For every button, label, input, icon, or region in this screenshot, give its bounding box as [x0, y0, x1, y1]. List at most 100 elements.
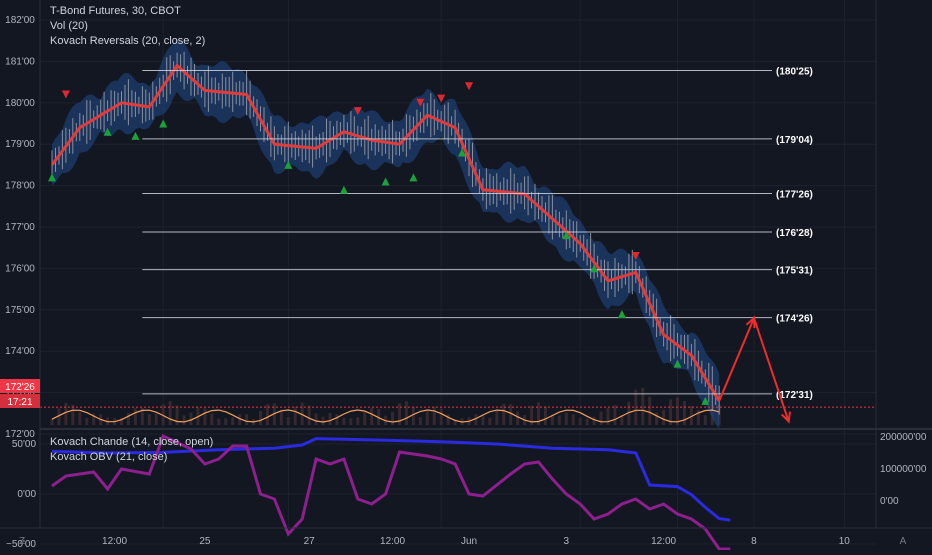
volume-bar: [259, 410, 262, 425]
price-tick-label: 178'00: [5, 181, 35, 192]
volume-bar: [286, 417, 290, 425]
volume-bar: [682, 401, 686, 425]
volume-bar: [495, 409, 499, 425]
bearish-reversal-marker: [416, 98, 425, 107]
volume-bar: [321, 416, 325, 425]
kovach-reversals-legend[interactable]: Kovach Reversals (20, close, 2): [50, 35, 206, 47]
volume-bar: [662, 409, 666, 425]
volume-bar: [92, 413, 96, 425]
volume-bars: [50, 387, 721, 425]
last-price-label: 172'26: [5, 382, 35, 393]
volume-bar: [488, 417, 492, 425]
bullish-reversal-marker: [131, 131, 140, 140]
bullish-reversal-marker: [48, 173, 56, 182]
volume-bar: [293, 406, 297, 425]
bullish-reversal-marker: [381, 177, 390, 186]
bearish-reversal-marker: [631, 251, 640, 260]
volume-bar: [439, 408, 443, 425]
price-tick-label: 182'00: [5, 15, 35, 26]
bullish-reversal-marker: [458, 148, 467, 157]
price-moving-average-line: [50, 63, 721, 402]
projection-arrowheads: [745, 315, 791, 424]
indicator-legend: Kovach Chande (14, close, open) Kovach O…: [50, 435, 213, 465]
volume-bar: [599, 411, 603, 425]
symbol-title[interactable]: T-Bond Futures, 30, CBOT: [50, 5, 181, 17]
volume-bar: [245, 414, 249, 425]
price-tick-label: 181'00: [5, 56, 35, 67]
volume-bar: [328, 412, 332, 425]
volume-bar: [133, 408, 137, 425]
price-tick-label: 180'00: [5, 98, 35, 109]
level-label: (177'26): [776, 189, 813, 200]
volume-bar: [543, 406, 547, 425]
volume-bar: [627, 401, 631, 425]
volume-bar: [307, 405, 311, 425]
indicator-left-tick: 50'00: [12, 439, 37, 450]
reversal-markers: [48, 82, 710, 405]
time-tick-label: Jun: [461, 536, 477, 547]
horizontal-levels: (180'25) (179'04) (177'26) (176'28) (175'31)…: [142, 67, 813, 401]
time-axis[interactable]: 12:00 25 27 12:00 Jun 3 12:00 8 10: [102, 536, 850, 547]
projection-arrowhead: [745, 315, 756, 329]
volume-bar: [224, 418, 228, 425]
volume-bar: [564, 412, 568, 425]
last-price-badge: 172'26 17:21: [0, 379, 40, 408]
bullish-reversal-marker: [103, 127, 112, 136]
volume-legend[interactable]: Vol (20): [50, 20, 88, 32]
volume-bar: [641, 387, 645, 425]
volume-bar: [238, 414, 242, 425]
indicator-right-tick: 200000'00: [880, 432, 927, 443]
volume-bar: [676, 397, 679, 425]
indicator-right-axis: 200000'00 100000'00 0'00: [880, 432, 927, 507]
time-tick-label: 27: [304, 536, 316, 547]
volume-bar: [231, 417, 235, 425]
price-tick-label: 179'00: [5, 139, 35, 150]
volume-bar: [418, 417, 422, 425]
volume-bar: [140, 407, 144, 425]
volume-bar: [703, 415, 707, 425]
volume-bar: [557, 415, 561, 425]
volume-bar: [689, 405, 693, 425]
last-price-bg: [0, 379, 40, 393]
kovach-obv-legend[interactable]: Kovach OBV (21, close): [50, 451, 168, 463]
time-tick-label: 12:00: [102, 536, 127, 547]
price-tick-label: 172'00: [5, 429, 35, 440]
projection-arrowhead: [780, 411, 791, 424]
level-label: (172'31): [776, 390, 813, 401]
price-tick-label: 177'00: [5, 222, 35, 233]
level-label: (175'31): [776, 266, 813, 277]
kovach-obv-line: [51, 437, 731, 522]
volume-bar: [537, 402, 540, 425]
volume-bar: [189, 412, 193, 425]
volume-bar: [161, 404, 165, 425]
volume-bar: [578, 417, 582, 425]
price-tick-label: 173'00: [5, 388, 35, 399]
volume-bar: [509, 404, 513, 425]
volume-bar: [620, 415, 624, 425]
kovach-chande-legend[interactable]: Kovach Chande (14, close, open): [50, 436, 214, 448]
bullish-reversal-marker: [284, 160, 293, 169]
time-tick-label: 10: [839, 536, 851, 547]
indicator-left-tick: −50'00: [6, 539, 36, 550]
volume-bar: [71, 404, 75, 425]
price-axis-panel[interactable]: [0, 0, 40, 550]
price-tick-label: 174'00: [5, 346, 35, 357]
volume-bar: [50, 419, 54, 425]
volume-bar: [425, 411, 429, 425]
volume-bar: [120, 417, 123, 425]
volume-bar: [530, 405, 534, 425]
volume-bar: [126, 412, 130, 425]
volume-bar: [391, 411, 395, 425]
volatility-band: [52, 39, 720, 429]
volume-bar: [669, 399, 673, 425]
volume-bar: [210, 413, 214, 425]
level-label: (180'25): [776, 67, 813, 78]
price-axis-ticks: 182'00 181'00 180'00 179'00 178'00 177'00 176'…: [5, 15, 35, 440]
log-scale-icon[interactable]: Z: [19, 536, 25, 547]
auto-scale-icon[interactable]: A: [900, 536, 907, 547]
volume-bar: [154, 413, 158, 425]
volume-bar: [571, 414, 575, 425]
volume-bar: [696, 409, 700, 425]
